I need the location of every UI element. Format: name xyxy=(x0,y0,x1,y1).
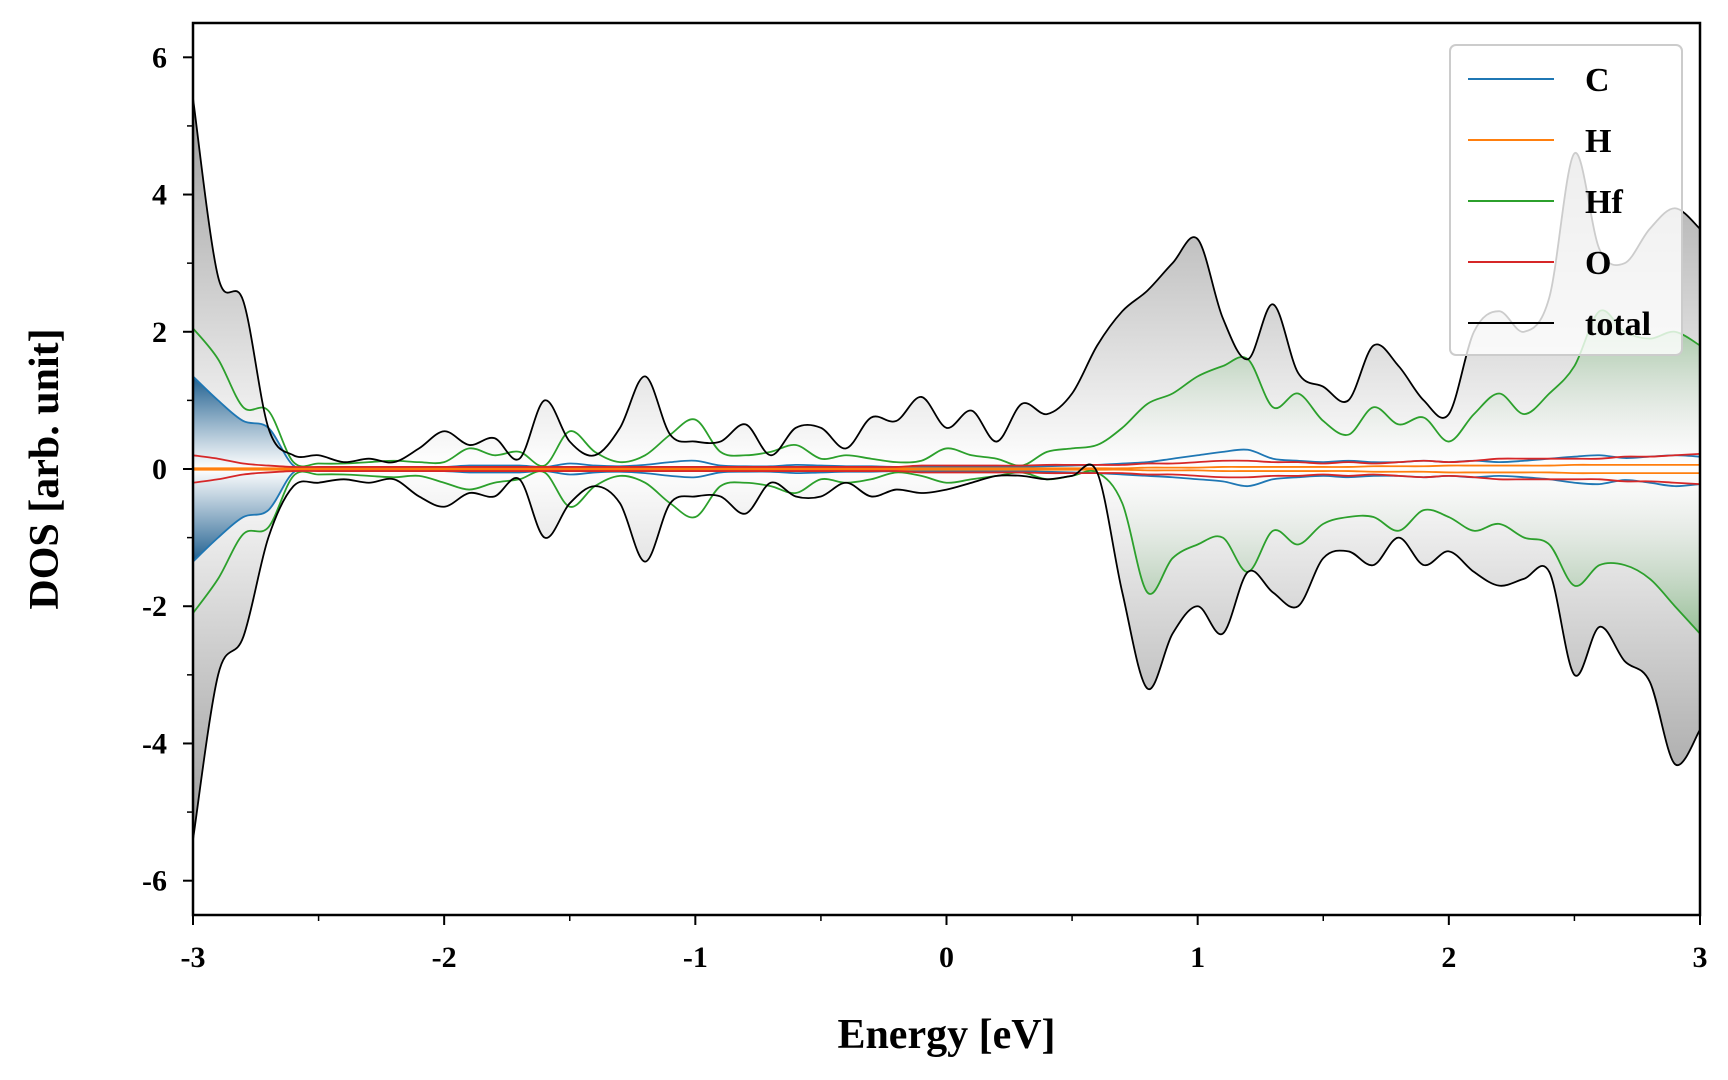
x-tick-label: 0 xyxy=(939,941,954,974)
hf-down-line xyxy=(193,469,1700,635)
hf-up-line xyxy=(193,309,1700,468)
legend-label-c: C xyxy=(1585,62,1610,99)
legend-label-hf: Hf xyxy=(1585,184,1623,221)
y-tick-label: 4 xyxy=(152,179,167,212)
x-axis-label: Energy [eV] xyxy=(837,1012,1055,1058)
y-axis: -6 -4 -2 0 2 4 6 xyxy=(142,41,193,898)
x-tick-label: -1 xyxy=(683,941,708,974)
y-tick-label: 2 xyxy=(152,316,167,349)
h-up-line xyxy=(193,463,1700,470)
h-down-line xyxy=(193,468,1700,475)
o-up-line xyxy=(193,453,1700,468)
y-tick-label: 0 xyxy=(152,453,167,486)
y-tick-label: 6 xyxy=(152,41,167,74)
total-up-line xyxy=(193,98,1700,464)
y-tick-label: -2 xyxy=(142,590,167,623)
x-tick-label: 1 xyxy=(1190,941,1205,974)
legend-label-total: total xyxy=(1585,306,1651,343)
legend-box xyxy=(1449,44,1683,356)
c-down-fill xyxy=(193,469,294,562)
x-tick-label: 3 xyxy=(1693,941,1708,974)
legend-label-h: H xyxy=(1585,123,1611,160)
x-axis: -3 -2 -1 0 1 2 3 xyxy=(181,915,1708,974)
dos-lines xyxy=(193,98,1700,840)
legend-label-o: O xyxy=(1585,245,1611,282)
y-tick-label: -4 xyxy=(142,727,167,760)
x-tick-label: -2 xyxy=(432,941,457,974)
x-tick-label: -3 xyxy=(181,941,206,974)
hf-down-fill xyxy=(1097,469,1700,634)
y-tick-label: -6 xyxy=(142,865,167,898)
o-down-line xyxy=(193,470,1700,485)
total-down-line xyxy=(193,463,1700,840)
y-axis-label: DOS [arb. unit] xyxy=(22,328,68,609)
x-tick-label: 2 xyxy=(1441,941,1456,974)
hf-up-fill xyxy=(1097,310,1700,469)
c-up-fill xyxy=(193,376,294,469)
